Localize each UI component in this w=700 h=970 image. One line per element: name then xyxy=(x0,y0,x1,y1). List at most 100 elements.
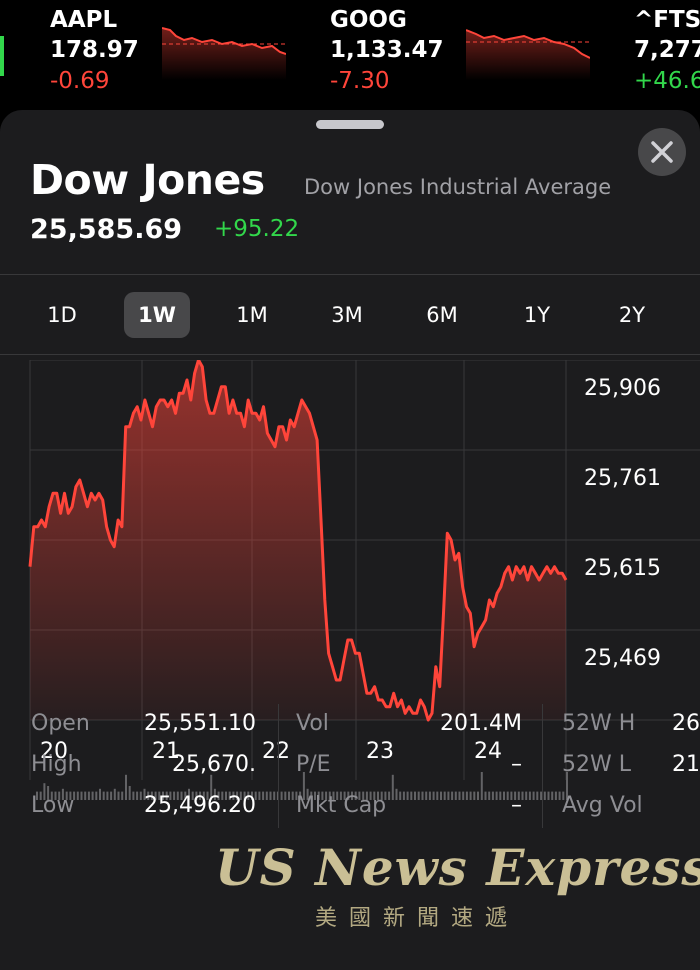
volume-bar xyxy=(173,791,176,800)
volume-bar xyxy=(69,791,72,800)
volume-bar xyxy=(128,786,131,800)
volume-bar xyxy=(373,791,376,800)
volume-bar xyxy=(425,791,428,800)
volume-bar xyxy=(325,791,328,800)
ticker-item-goog[interactable]: GOOG 1,133.47 -7.30 xyxy=(330,6,444,96)
volume-bar xyxy=(536,791,539,800)
volume-bar xyxy=(377,791,379,800)
stats-row-3: Low 25,496.20 Mkt Cap – Avg Vol xyxy=(0,786,700,826)
volume-bar xyxy=(80,791,83,800)
x-axis-label: 22 xyxy=(262,739,290,764)
tab-2y[interactable]: 2Y xyxy=(618,303,646,327)
volume-bar xyxy=(417,791,420,800)
volume-bar xyxy=(488,791,491,800)
ticker-sparkline-goog xyxy=(466,29,590,80)
volume-bar xyxy=(436,791,439,800)
volume-bar xyxy=(213,788,216,800)
ticker-symbol: ^FTSE xyxy=(634,7,700,33)
volume-bar xyxy=(528,791,531,800)
volume-bar xyxy=(102,791,105,800)
tab-3m[interactable]: 3M xyxy=(331,303,363,327)
volume-bar xyxy=(54,791,57,800)
volume-bar xyxy=(58,791,61,800)
volume-bar xyxy=(225,791,227,800)
volume-bar xyxy=(43,783,46,800)
volume-bar xyxy=(202,791,205,800)
y-axis-label: 25,615 xyxy=(584,556,661,581)
volume-bar xyxy=(165,791,168,800)
volume-bar xyxy=(351,791,353,800)
stat-value-high: 25,670. xyxy=(172,752,256,777)
volume-bar xyxy=(199,791,202,800)
volume-bar xyxy=(125,774,127,800)
volume-bar xyxy=(210,774,213,800)
stock-detail-sheet: Dow Jones Dow Jones Industrial Average 2… xyxy=(0,110,700,970)
tab-1m[interactable]: 1M xyxy=(236,303,268,327)
volume-bar xyxy=(243,791,246,800)
volume-bar xyxy=(469,791,472,800)
x-axis-label: 23 xyxy=(366,739,394,764)
tab-1y[interactable]: 1Y xyxy=(523,303,551,327)
ticker-price: 1,133.47 xyxy=(330,37,444,63)
volume-bar xyxy=(525,791,528,800)
volume-bar xyxy=(491,791,494,800)
stat-value-52w-low: 21 xyxy=(672,752,700,777)
volume-bar xyxy=(236,791,239,800)
stats-row-2: High 25,670. P/E – 52W L 21 xyxy=(0,745,700,785)
volume-bar xyxy=(265,791,268,800)
watermark-text: US News Express xyxy=(215,838,700,897)
stat-value-vol: 201.4M xyxy=(440,711,522,736)
volume-bar xyxy=(532,791,535,800)
volume-bar xyxy=(302,772,305,800)
ticker-symbol: AAPL xyxy=(50,7,118,33)
volume-bar xyxy=(462,791,465,800)
volume-bar xyxy=(95,791,98,800)
volume-bar xyxy=(180,791,183,800)
volume-bar xyxy=(121,791,124,800)
volume-bar xyxy=(188,788,190,800)
volume-bar xyxy=(136,791,139,800)
volume-bar xyxy=(84,791,87,800)
x-axis-label: 21 xyxy=(152,739,180,764)
price-chart[interactable]: 25,906 25,761 25,615 25,469 20 21 22 23 24 xyxy=(0,360,700,800)
volume-bar xyxy=(306,788,309,800)
volume-bar xyxy=(458,791,461,800)
volume-bar xyxy=(269,791,272,800)
volume-bar xyxy=(547,791,550,800)
stat-value-mkt-cap: – xyxy=(511,793,522,818)
ticker-item-aapl[interactable]: AAPL 178.97 -0.69 xyxy=(50,6,139,96)
tab-6m[interactable]: 6M xyxy=(426,303,458,327)
volume-bar xyxy=(317,791,320,800)
volume-bar xyxy=(288,791,290,800)
volume-bar xyxy=(228,791,231,800)
volume-bar xyxy=(176,791,179,800)
stock-change: +95.22 xyxy=(214,216,300,242)
stat-value-52w-high: 26 xyxy=(672,711,700,736)
x-axis-label: 20 xyxy=(40,739,68,764)
volume-bar xyxy=(50,791,53,800)
close-button[interactable] xyxy=(638,128,686,176)
ticker-item-ftse[interactable]: ^FTSE 7,277 +46.6 xyxy=(634,6,700,96)
tab-1w[interactable]: 1W xyxy=(124,292,190,338)
volume-bar xyxy=(158,791,161,800)
volume-bar xyxy=(299,791,302,800)
volume-bar xyxy=(87,791,90,800)
volume-bar xyxy=(391,774,394,800)
volume-bar xyxy=(258,791,261,800)
volume-bar xyxy=(480,772,483,800)
sheet-grabber-handle[interactable] xyxy=(316,120,384,129)
volume-bar xyxy=(495,791,498,800)
volume-bar xyxy=(221,791,224,800)
volume-bar xyxy=(354,791,357,800)
stock-price: 25,585.69 xyxy=(30,214,183,245)
volume-bar xyxy=(380,791,383,800)
stock-ticker-strip[interactable]: AAPL 178.97 -0.69 GOOG 1,133.47 -7.30 ^F… xyxy=(0,0,700,108)
volume-bar xyxy=(143,788,146,800)
volume-bar xyxy=(421,791,424,800)
ticker-change: -7.30 xyxy=(330,68,390,94)
divider xyxy=(542,704,543,828)
volume-bar xyxy=(147,791,150,800)
volume-bar xyxy=(339,791,342,800)
tab-1d[interactable]: 1D xyxy=(47,303,77,327)
volume-bar xyxy=(284,791,287,800)
